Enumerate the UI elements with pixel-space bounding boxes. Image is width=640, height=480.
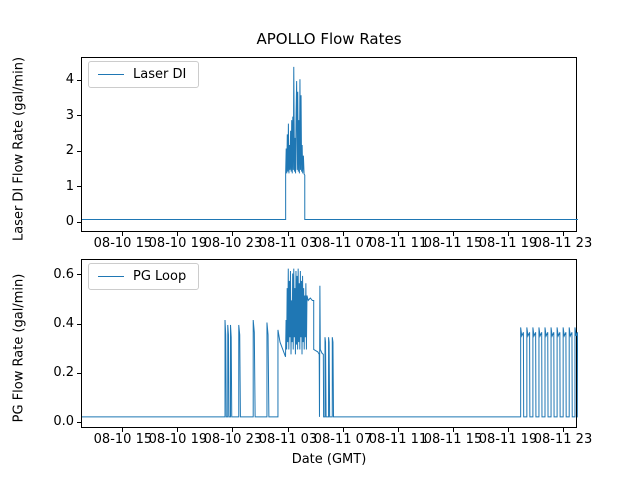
- x-tick: [397, 232, 399, 236]
- legend-label: PG Loop: [133, 269, 187, 284]
- y-tick: [77, 323, 81, 325]
- y-tick-label: 0.4: [53, 316, 74, 331]
- x-tick: [177, 428, 179, 432]
- x-tick-label: 08-10 19: [148, 432, 208, 447]
- x-tick-label: 08-11 15: [423, 236, 483, 251]
- x-tick-label: 08-11 23: [533, 432, 593, 447]
- y-tick: [77, 186, 81, 188]
- legend-line-sample: [98, 276, 124, 277]
- y-axis-label-text: PG Flow Rate (gal/min): [11, 273, 27, 422]
- y-tick-label: 0.0: [53, 414, 74, 429]
- chart-title: APOLLO Flow Rates: [256, 30, 402, 48]
- x-tick: [122, 232, 124, 236]
- y-tick-label: 0.6: [53, 266, 74, 282]
- x-tick: [122, 428, 124, 432]
- x-tick-label: 08-10 23: [203, 236, 263, 251]
- y-tick: [77, 274, 81, 276]
- y-tick-label: 0.2: [53, 365, 74, 380]
- x-tick-label: 08-10 19: [148, 236, 208, 251]
- x-tick: [232, 428, 234, 432]
- legend-line-sample: [98, 74, 124, 75]
- y-tick: [77, 115, 81, 117]
- x-tick: [232, 232, 234, 236]
- x-tick-label: 08-11 03: [258, 236, 318, 251]
- x-tick: [342, 232, 344, 236]
- x-tick: [507, 232, 509, 236]
- plot-area-pg-loop: [82, 268, 578, 418]
- series-line-laser-di: [82, 66, 578, 221]
- x-tick-label: 08-11 15: [423, 432, 483, 447]
- x-tick: [342, 428, 344, 432]
- x-tick-label: 08-11 23: [533, 236, 593, 251]
- y-tick: [77, 372, 81, 374]
- y-tick: [77, 150, 81, 152]
- x-tick-label: 08-11 03: [258, 432, 318, 447]
- x-tick-label: 08-11 07: [313, 236, 373, 251]
- x-tick: [507, 428, 509, 432]
- x-tick: [287, 232, 289, 236]
- y-tick-label: 0: [65, 214, 74, 230]
- y-tick: [77, 421, 81, 423]
- y-tick: [77, 79, 81, 81]
- plot-area-laser-di: [82, 66, 578, 221]
- x-tick-label: 08-10 15: [93, 432, 153, 447]
- x-tick: [397, 428, 399, 432]
- legend-label: Laser DI: [133, 67, 187, 82]
- legend-laser-di: Laser DI: [88, 61, 200, 88]
- y-tick-label: 4: [65, 72, 74, 88]
- y-tick: [77, 221, 81, 223]
- x-tick: [562, 428, 564, 432]
- x-tick-label: 08-11 11: [368, 236, 428, 251]
- series-line-pg-loop: [82, 268, 578, 418]
- y-tick-label: 1: [65, 178, 74, 194]
- y-tick-label: 3: [65, 107, 74, 123]
- x-tick: [452, 232, 454, 236]
- x-tick: [562, 232, 564, 236]
- y-axis-label-text: Laser DI Flow Rate (gal/min): [11, 56, 27, 241]
- x-tick-label: 08-10 15: [93, 236, 153, 251]
- y-tick-label: 2: [65, 143, 74, 159]
- x-tick: [452, 428, 454, 432]
- x-tick-label: 08-10 23: [203, 432, 263, 447]
- x-tick: [287, 428, 289, 432]
- x-tick-label: 08-11 11: [368, 432, 428, 447]
- legend-pg-loop: PG Loop: [88, 263, 200, 290]
- x-axis-label: Date (GMT): [291, 452, 367, 467]
- x-tick-label: 08-11 19: [478, 432, 538, 447]
- x-tick-label: 08-11 07: [313, 432, 373, 447]
- x-tick-label: 08-11 19: [478, 236, 538, 251]
- x-tick: [177, 232, 179, 236]
